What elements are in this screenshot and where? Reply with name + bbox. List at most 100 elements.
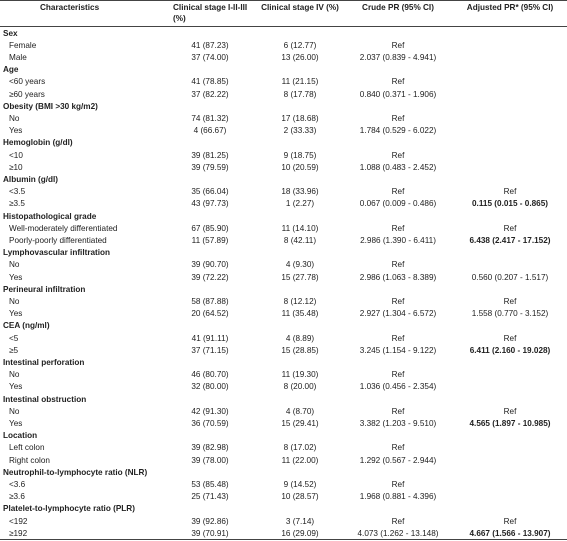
cell: 11 (21.15) [281,77,319,87]
row-label: Male [9,52,27,62]
row-label: <3.5 [9,187,26,197]
cell: 18 (33.96) [281,187,319,197]
column-header: Clinical stage I-II-III (%) [173,3,248,23]
cell: 10 (20.59) [281,162,319,172]
cell: 4 (8.70) [285,406,315,416]
cell: 10 (28.57) [281,492,319,502]
cell: 37 (71.15) [191,345,229,355]
group-label: Perineural infiltration [3,284,86,294]
group-label: Histopathological grade [3,211,97,221]
cell: 36 (70.59) [191,418,229,428]
row-label: ≥192 [9,528,28,538]
cell: 8 (12.12) [283,296,317,306]
cell: 39 (79.59) [191,162,229,172]
cell: Ref [391,479,405,489]
cell: Ref [391,223,405,233]
cell: 74 (81.32) [191,113,229,123]
cell: 17 (18.68) [281,113,319,123]
cell: 0.560 (0.207 - 1.517) [471,272,549,282]
cell: 11 (19.30) [281,370,319,380]
cell: 46 (80.70) [191,370,229,380]
cell: 0.067 (0.009 - 0.486) [359,199,437,209]
cell: 58 (87.88) [191,296,229,306]
cell: 42 (91.30) [191,406,229,416]
column-header: Characteristics [40,3,100,12]
row-label: ≥3.6 [9,492,25,502]
cell: 3.382 (1.203 - 9.510) [359,418,437,428]
cell: 15 (29.41) [281,418,319,428]
cell: 20 (64.52) [191,309,229,319]
cell: 1.088 (0.483 - 2.452) [359,162,437,172]
group-label: Neutrophil-to-lymphocyte ratio (NLR) [3,467,148,477]
cell: 41 (87.23) [191,40,229,50]
cell: 3.245 (1.154 - 9.122) [359,345,437,355]
group-label: Lymphovascular infiltration [3,248,111,258]
row-label: <192 [9,516,28,526]
cell: 6 (12.77) [283,40,317,50]
row-label: <10 [9,150,23,160]
row-label: ≥10 [9,162,23,172]
row-label: No [9,370,20,380]
cell: 8 (42.11) [283,235,317,245]
column-header: Adjusted PR* (95% CI) [466,3,554,12]
cell: 1.292 (0.567 - 2.944) [359,455,437,465]
cell: 11 (14.10) [281,223,319,233]
cell: Ref [391,333,405,343]
row-label: Yes [9,382,23,392]
cell: 41 (78.85) [191,77,229,87]
cell: Ref [391,260,405,270]
group-label: Sex [3,28,18,38]
cell: 32 (80.00) [191,382,229,392]
row-label: Female [9,40,37,50]
cell: 4.667 (1.566 - 13.907) [469,528,551,538]
cell: 6.411 (2.160 - 19.028) [469,345,551,355]
cell: Ref [391,516,405,526]
row-label: <60 years [9,77,46,87]
cell: 25 (71.43) [191,492,229,502]
cell: 2 (33.33) [283,126,317,136]
cell: Ref [503,516,517,526]
cell: 11 (35.48) [281,309,319,319]
column-header: Clinical stage IV (%) [261,3,339,12]
cell: Ref [503,296,517,306]
cell: 39 (72.22) [191,272,229,282]
cell: Ref [391,187,405,197]
row-label: <3.6 [9,479,26,489]
group-label: Albumin (g/dl) [3,174,59,184]
row-label: No [9,406,20,416]
cell: 1.036 (0.456 - 2.354) [359,382,437,392]
cell: Ref [391,113,405,123]
bottom-rule [0,539,567,540]
cell: 15 (28.85) [281,345,319,355]
cell: 41 (91.11) [191,333,229,343]
group-label: Hemoglobin (g/dl) [3,138,73,148]
row-label: Yes [9,126,23,136]
cell: 6.438 (2.417 - 17.152) [469,235,551,245]
cell: Ref [503,406,517,416]
group-label: CEA (ng/ml) [3,321,50,331]
cell: 35 (66.04) [191,187,229,197]
cell: Ref [503,187,517,197]
cell: 1.968 (0.881 - 4.396) [359,492,437,502]
cell: 2.927 (1.304 - 6.572) [359,309,437,319]
group-label: Obesity (BMI >30 kg/m2) [3,101,98,111]
row-label: Right colon [9,455,50,465]
cell: 4 (9.30) [285,260,315,270]
cell: 1.558 (0.770 - 3.152) [471,309,549,319]
cell: 15 (27.78) [281,272,319,282]
cell: 39 (78.00) [191,455,229,465]
top-rule [0,0,567,1]
row-label: Well-moderately differentiated [9,223,118,233]
cell: 2.037 (0.839 - 4.941) [359,52,437,62]
cell: 0.115 (0.015 - 0.865) [471,199,549,209]
row-label: Yes [9,309,23,319]
cell: 39 (92.86) [191,516,229,526]
cell: 1 (2.27) [285,199,315,209]
row-label: ≥3.5 [9,199,25,209]
cell: 11 (22.00) [281,455,319,465]
cell: 2.986 (1.390 - 6.411) [360,235,436,245]
cell: 9 (14.52) [283,479,317,489]
cell: Ref [503,333,517,343]
cell: Ref [503,223,517,233]
cell: Ref [391,40,405,50]
